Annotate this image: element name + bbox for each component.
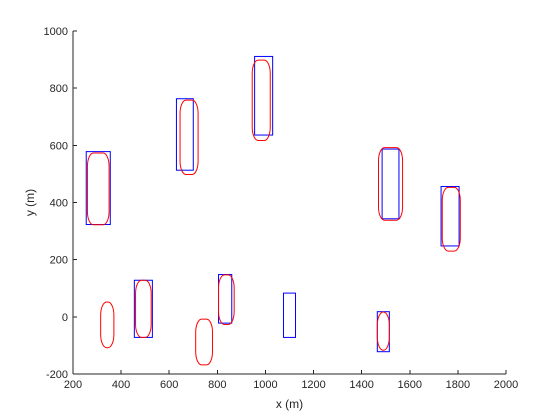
blue-box-9 xyxy=(440,185,460,247)
red-box-4 xyxy=(179,99,199,175)
red-box-10 xyxy=(441,186,461,252)
red-box-6 xyxy=(218,274,235,326)
y-tick-label: 400 xyxy=(50,198,68,210)
blue-box-5 xyxy=(254,55,274,136)
plot-background xyxy=(73,31,506,374)
y-tick-label: 600 xyxy=(50,140,68,152)
blue-box-6 xyxy=(282,292,297,338)
y-tick-label: 0 xyxy=(62,312,68,324)
red-box-7 xyxy=(251,59,271,141)
y-axis-label: y (m) xyxy=(23,189,37,216)
x-tick-label: 1000 xyxy=(253,379,277,391)
plot-area xyxy=(73,31,506,374)
y-tick-label: 200 xyxy=(50,255,68,267)
x-tick-label: 400 xyxy=(112,379,130,391)
x-tick-label: 1400 xyxy=(349,379,373,391)
axes: 200 400 600 800 1000 1200 1400 1600 1800 2000-200… xyxy=(44,26,519,391)
red-box-9 xyxy=(378,147,404,221)
y-tick-label: -200 xyxy=(46,369,68,381)
blue-box-8 xyxy=(381,148,400,220)
x-tick-label: 1800 xyxy=(446,379,470,391)
red-box-1 xyxy=(86,152,110,226)
red-box-3 xyxy=(135,279,152,338)
y-tick-label: 800 xyxy=(50,83,68,95)
red-box-5 xyxy=(195,318,214,366)
red-box-2 xyxy=(100,301,115,349)
red-box-8 xyxy=(376,311,390,351)
x-tick-label: 600 xyxy=(160,379,178,391)
x-tick-label: 2000 xyxy=(494,379,518,391)
x-tick-label: 1600 xyxy=(398,379,422,391)
y-tick-label: 1000 xyxy=(44,26,68,38)
x-tick-label: 1200 xyxy=(301,379,325,391)
x-tick-label: 200 xyxy=(64,379,82,391)
x-tick-label: 800 xyxy=(208,379,226,391)
blue-box-3 xyxy=(175,98,194,171)
x-axis-label: x (m) xyxy=(276,397,303,411)
chart-marks xyxy=(85,55,461,366)
